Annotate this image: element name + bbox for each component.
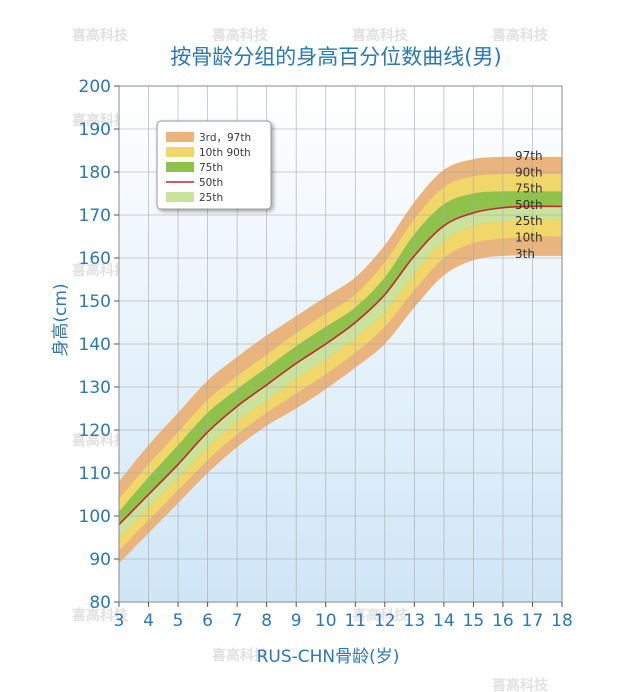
x-tick-label: 14 [433,611,455,631]
x-tick-label: 12 [374,611,396,631]
x-tick-label: 11 [344,611,366,631]
chart-title: 按骨龄分组的身高百分位数曲线(男) [170,45,501,69]
y-tick-label: 180 [79,163,111,183]
x-axis-label: RUS-CHN骨龄(岁) [257,647,400,667]
end-label-97th: 97th [515,149,543,163]
grid-lines [119,86,562,602]
y-tick-label: 100 [79,507,111,527]
x-tick-label: 13 [404,611,426,631]
watermark-text: 喜高科技 [492,677,549,692]
x-tick-label: 8 [261,611,272,631]
y-tick-label: 160 [79,249,111,269]
end-label-90th: 90th [515,165,543,179]
legend-label: 10th 90th [199,147,251,159]
y-tick-label: 120 [79,421,111,441]
legend-box [156,120,272,210]
end-label-10th: 10th [515,231,543,245]
watermark-text: 喜高科技 [72,607,129,624]
watermark-text: 喜高科技 [352,607,409,624]
watermark-text: 喜高科技 [212,647,269,664]
legend-swatch-75th [166,162,194,172]
x-tick-label: 10 [315,611,337,631]
percentile-end-labels: 97th 90th 75th 50th 25th 10th 3th [515,149,543,261]
y-tick-label: 200 [79,77,111,97]
x-tick-label: 9 [291,611,302,631]
y-tick-label: 190 [79,120,111,140]
legend-swatch-3rd-97th [166,132,194,142]
x-tick-label: 7 [232,611,243,631]
watermark-text: 喜高科技 [492,27,549,44]
legend-label: 25th [199,192,223,204]
legend: 3rd，97th 10th 90th 75th 50th 25th [156,120,272,210]
median-line-group [118,205,563,526]
end-label-75th: 75th [515,182,543,196]
end-label-50th: 50th [515,198,543,212]
x-tick-label: 3 [114,611,125,631]
x-tick-label: 5 [173,611,184,631]
x-tick-label: 18 [551,611,573,631]
watermark-text: 喜高科技 [72,112,129,129]
y-tick-label: 90 [89,550,111,570]
legend-label: 75th [199,162,223,174]
legend-swatch-10th-90th [166,147,194,157]
legend-label: 50th [199,177,223,189]
end-label-3th: 3th [515,247,535,261]
watermark-text: 喜高科技 [72,432,129,449]
x-axis-ticks: 3 4 5 6 7 8 9 10 11 12 13 14 15 16 17 18 [114,602,573,631]
watermark-text: 喜高科技 [352,27,409,44]
y-tick-label: 130 [79,378,111,398]
watermark-text: 喜高科技 [72,27,129,44]
x-tick-label: 4 [143,611,154,631]
y-axis-ticks: 80 90 100 110 120 130 140 150 160 170 180 190 200 [79,77,119,613]
y-tick-label: 110 [79,464,111,484]
series-line-50th [118,205,563,526]
x-tick-label: 17 [522,611,544,631]
watermark-text: 喜高科技 [72,262,129,279]
y-tick-label: 170 [79,206,111,226]
legend-swatch-25th [166,192,194,202]
x-tick-label: 6 [202,611,213,631]
y-tick-label: 150 [79,292,111,312]
watermark-text: 喜高科技 [212,27,269,44]
y-axis-label: 身高(cm) [51,283,71,356]
y-tick-label: 140 [79,335,111,355]
x-tick-label: 15 [463,611,485,631]
x-tick-label: 16 [492,611,514,631]
legend-label: 3rd，97th [199,132,251,144]
end-label-25th: 25th [515,214,543,228]
y-tick-label: 80 [89,593,111,613]
band-10th-90th [119,173,562,551]
